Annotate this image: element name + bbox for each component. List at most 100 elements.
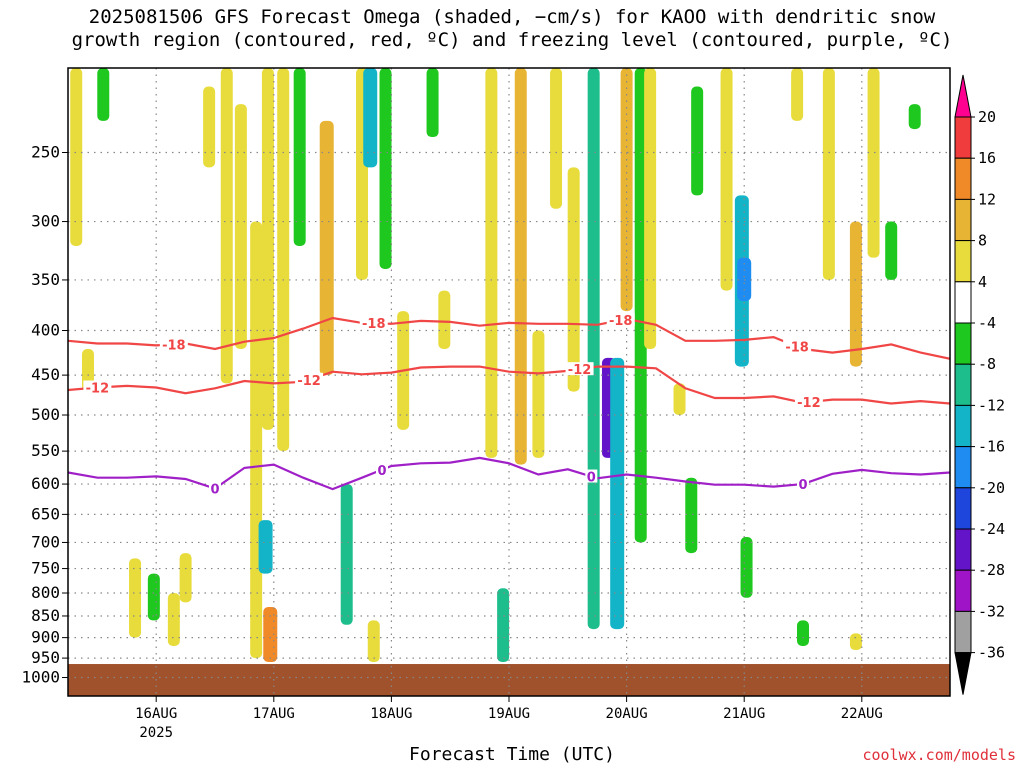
y-tick-label: 550 [31, 441, 60, 460]
colorbar-label: -36 [978, 644, 1005, 662]
omega-region [797, 620, 809, 646]
contour-label-bg [359, 316, 388, 330]
colorbar-swatch [954, 610, 972, 654]
y-tick-label: 450 [31, 365, 60, 384]
contour-label-bg [606, 313, 635, 327]
contour-label-bg [794, 395, 823, 409]
y-tick-label: 650 [31, 504, 60, 523]
colorbar-label: 12 [978, 190, 996, 208]
omega-region [438, 290, 451, 349]
contour-label-bg [83, 380, 112, 394]
x-tick-sublabel: 2025 [139, 725, 173, 741]
contour-label: -18 [362, 317, 386, 332]
colorbar-label: -20 [978, 479, 1005, 497]
x-tick-label: 19AUG [488, 706, 530, 722]
contour-label: 0 [377, 464, 386, 479]
contour-label-bg [585, 469, 598, 483]
omega-region [691, 86, 704, 196]
contour-label: 0 [587, 471, 596, 486]
x-tick-label: 17AUG [253, 706, 295, 722]
contour-label: -12 [297, 374, 321, 389]
colorbar-label: 8 [978, 232, 987, 250]
contour-label-bg [797, 477, 809, 491]
omega-region [620, 68, 633, 312]
y-tick-label: 850 [31, 606, 60, 625]
contour-label: -12 [86, 382, 110, 397]
contour-label: -12 [568, 363, 592, 378]
colorbar-swatch [954, 487, 972, 530]
colorbar-label: -28 [978, 561, 1005, 579]
credit-text: coolwx.com/models [862, 746, 1016, 764]
colorbar-swatch [954, 446, 972, 489]
x-axis-label: Forecast Time (UTC) [409, 744, 615, 765]
contour-label-bg [565, 362, 594, 376]
x-axis-ticks: 16AUG 2025 17AUG 18AUG 19AUG 20AUG 21AUG 22AUG [135, 696, 883, 741]
colorbar-swatch [954, 116, 972, 159]
y-tick-label: 800 [31, 583, 60, 602]
y-tick-label: 600 [31, 474, 60, 493]
omega-region [426, 68, 439, 138]
colorbar-cap-top [954, 74, 972, 118]
omega-region [367, 620, 380, 663]
contour-label-bg [295, 372, 324, 386]
omega-region [791, 68, 804, 121]
colorbar-swatch [954, 240, 972, 283]
omega-region [673, 383, 686, 416]
contour-label: -18 [609, 314, 633, 329]
y-tick-label: 250 [31, 143, 60, 162]
colorbar-swatch [954, 528, 972, 571]
omega-region [514, 68, 527, 465]
colorbar-swatch [954, 569, 972, 612]
contour-label-bg [209, 481, 221, 495]
y-tick-label: 1000 [21, 668, 60, 687]
y-tick-label: 500 [31, 405, 60, 424]
y-tick-label: 700 [31, 532, 60, 551]
omega-region [258, 520, 273, 574]
title-line-1: 2025081506 GFS Forecast Omega (shaded, −… [88, 6, 936, 28]
x-tick-label: 16AUG [135, 706, 177, 722]
omega-region [293, 68, 306, 246]
omega-region [550, 68, 563, 209]
colorbar-label: -8 [978, 355, 996, 373]
x-tick-label: 21AUG [723, 706, 765, 722]
omega-region [167, 593, 180, 646]
colorbar-label: -12 [978, 396, 1005, 414]
y-tick-label: 900 [31, 628, 60, 647]
x-tick-label: 20AUG [606, 706, 648, 722]
colorbar-swatch [954, 281, 972, 324]
omega-region [885, 221, 898, 280]
omega-region [532, 330, 545, 458]
colorbar-swatch [954, 363, 972, 406]
omega-region [685, 477, 698, 554]
omega-region [567, 167, 580, 392]
colorbar-label: 4 [978, 273, 987, 291]
omega-region [234, 104, 247, 349]
colorbar: 20 16 12 8 4 -4 -8 -12 -16 -20 -24 -28 -32 -36 [954, 74, 1005, 695]
colorbar-label: -32 [978, 602, 1005, 620]
omega-region [497, 588, 510, 663]
omega-region [587, 68, 600, 630]
omega-region [263, 606, 278, 663]
chart-title: 2025081506 GFS Forecast Omega (shaded, −… [0, 6, 1024, 52]
colorbar-swatch [954, 157, 972, 200]
contour-label: -12 [797, 396, 821, 411]
omega-region [70, 68, 83, 246]
omega-region [644, 68, 657, 349]
omega-region [277, 68, 290, 452]
title-line-2: growth region (contoured, red, ºC) and f… [71, 29, 953, 51]
colorbar-label: -24 [978, 520, 1005, 538]
y-tick-label: 750 [31, 559, 60, 578]
grid-lines [68, 68, 950, 696]
omega-region [250, 221, 263, 659]
colorbar-label: 20 [978, 108, 996, 126]
omega-region [634, 68, 647, 543]
omega-region [908, 104, 921, 130]
omega-region [867, 68, 880, 258]
omega-region [849, 633, 862, 651]
contour-label-bg [159, 337, 188, 351]
contour-label: -18 [785, 341, 809, 356]
colorbar-label: -16 [978, 438, 1005, 456]
contour-label: 0 [798, 478, 807, 493]
omega-region [379, 68, 392, 269]
